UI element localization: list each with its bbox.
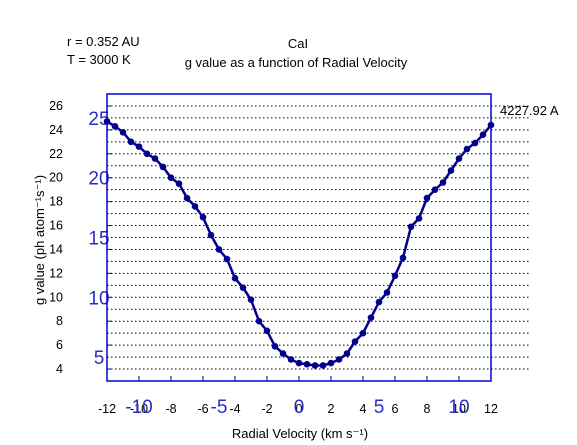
data-point (279, 350, 287, 357)
data-point (287, 356, 295, 363)
data-point (215, 246, 223, 253)
data-series (103, 118, 495, 369)
series-line (106, 120, 492, 367)
data-point (223, 255, 231, 263)
data-point (463, 145, 471, 153)
data-point (119, 128, 127, 136)
inner-x-tick-label: 10 (448, 397, 469, 418)
data-point (199, 213, 207, 221)
data-point (231, 274, 239, 282)
inner-y-tick-label: 20 (88, 169, 109, 190)
y-tick-label: 10 (49, 290, 63, 304)
data-point (303, 360, 311, 368)
x-tick-label: -10 (130, 402, 148, 416)
data-point (311, 362, 319, 369)
y-tick-label: 14 (49, 242, 63, 256)
data-point (159, 163, 167, 171)
y-tick-label: 16 (49, 219, 63, 233)
y-tick-label: 12 (49, 266, 63, 280)
data-point (207, 231, 215, 239)
data-point (335, 356, 343, 363)
gridlines (107, 105, 530, 370)
data-point (191, 203, 199, 210)
data-point (399, 254, 407, 262)
wavelength-annotation: 4227.92 A (500, 103, 559, 118)
data-point (263, 327, 271, 335)
data-point (247, 296, 255, 303)
inner-x-tick-label: -10 (125, 397, 152, 418)
data-point (423, 194, 431, 202)
data-point (271, 343, 279, 350)
x-tick-label: 6 (392, 402, 399, 416)
y-tick-label: 6 (56, 338, 63, 352)
data-point (471, 139, 479, 147)
data-point (431, 186, 439, 193)
data-point (375, 298, 383, 306)
plot-frame (106, 93, 492, 382)
y-tick-label: 22 (49, 147, 63, 161)
data-point (319, 362, 327, 369)
data-point (295, 359, 303, 367)
data-point (487, 121, 495, 129)
y-tick-label: 24 (49, 123, 63, 137)
x-tick-label: 0 (296, 402, 303, 416)
inner-y-tick-label: 5 (94, 348, 105, 369)
data-point (359, 329, 367, 337)
inner-y-tick-label: 10 (88, 288, 109, 309)
x-tick-label: -12 (98, 402, 116, 416)
data-point (447, 167, 455, 174)
inner-x-tick-label: -5 (211, 397, 228, 418)
data-point (103, 118, 111, 125)
chart-subtitle: g value as a function of Radial Velocity (185, 55, 408, 70)
chart-title: CaI (288, 36, 308, 51)
x-axis-label: Radial Velocity (km s⁻¹) (232, 426, 368, 441)
distance-label: r = 0.352 AU (67, 34, 140, 49)
data-point (255, 317, 263, 325)
data-point (183, 194, 191, 202)
x-tick-label: -4 (229, 402, 240, 416)
data-point (415, 215, 423, 222)
x-tick-label: 4 (360, 402, 367, 416)
x-tick-label: 2 (328, 402, 335, 416)
data-point (479, 131, 487, 138)
data-point (343, 350, 351, 357)
data-point (127, 138, 135, 146)
data-point (455, 155, 463, 162)
data-point (239, 284, 247, 292)
data-point (151, 155, 159, 162)
temperature-label: T = 3000 K (67, 52, 131, 67)
x-tick-label: 8 (424, 402, 431, 416)
data-point (391, 272, 399, 280)
data-point (383, 289, 391, 296)
y-axis-label: g value (ph atom⁻¹s⁻¹) (32, 175, 47, 305)
x-tick-label: -2 (261, 402, 272, 416)
inner-x-tick-label: 0 (294, 397, 305, 418)
inner-y-tick-label: 25 (88, 109, 109, 130)
y-tick-label: 4 (56, 362, 63, 376)
data-point (367, 314, 375, 321)
y-tick-label: 18 (49, 195, 63, 209)
x-tick-label: 10 (452, 402, 466, 416)
data-point (175, 180, 183, 187)
data-point (407, 223, 415, 231)
data-point (439, 179, 447, 186)
data-point (327, 359, 335, 367)
x-tick-label: -8 (165, 402, 176, 416)
y-tick-label: 8 (56, 314, 63, 328)
x-tick-label: -6 (197, 402, 208, 416)
inner-y-tick-label: 15 (88, 229, 109, 250)
data-point (351, 338, 359, 345)
data-point (135, 143, 143, 150)
data-point (111, 122, 119, 130)
x-tick-label: 12 (484, 402, 498, 416)
data-point (167, 174, 175, 182)
y-tick-label: 26 (49, 99, 63, 113)
data-point (143, 150, 151, 158)
inner-x-tick-label: 5 (374, 397, 385, 418)
y-tick-label: 20 (49, 171, 63, 185)
